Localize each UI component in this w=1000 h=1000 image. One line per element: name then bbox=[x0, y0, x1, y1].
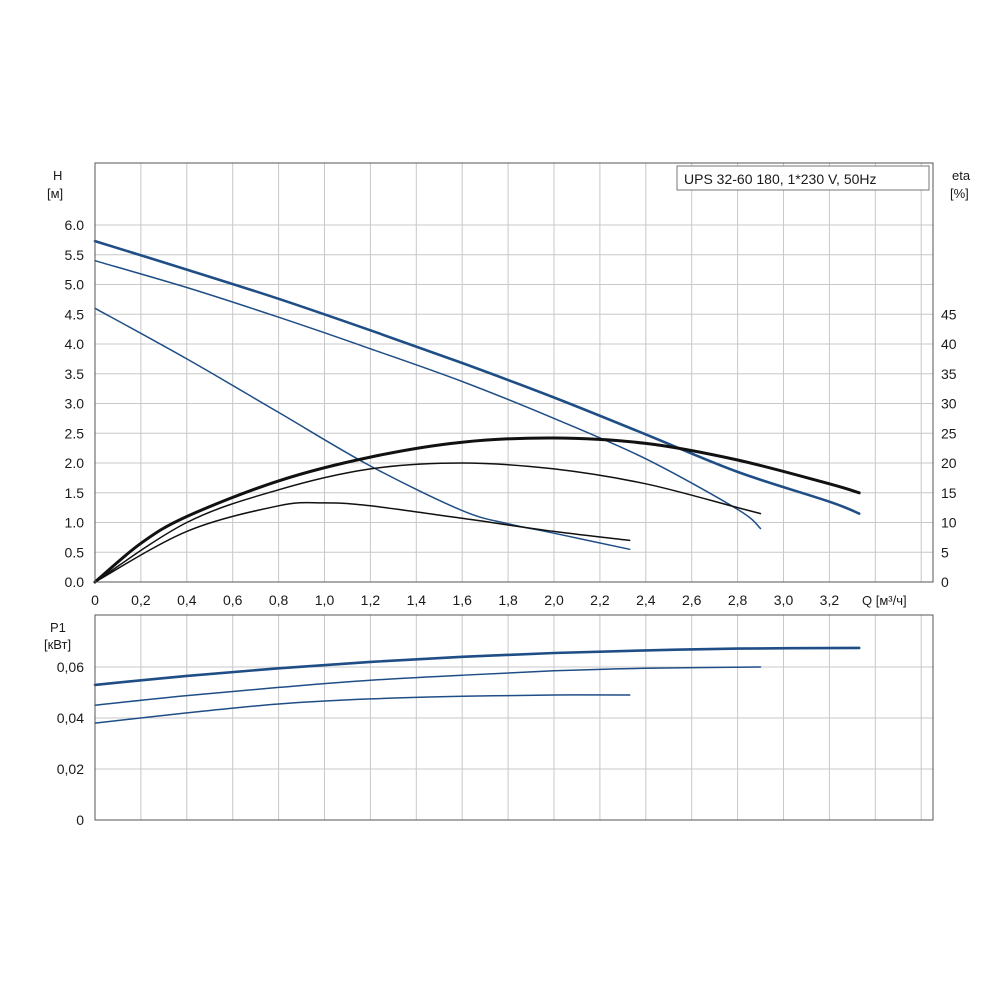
y-left-tick-label: 5.5 bbox=[65, 247, 85, 263]
x-tick-label: 2,8 bbox=[728, 592, 748, 608]
x-tick-label: 2,0 bbox=[544, 592, 564, 608]
x-tick-label: 1,8 bbox=[498, 592, 518, 608]
y-left-tick-label: 4.5 bbox=[65, 306, 85, 322]
y-right-tick-label: 15 bbox=[941, 485, 957, 501]
head-curve-0 bbox=[93, 239, 861, 515]
y-left-tick-label: 6.0 bbox=[65, 217, 85, 233]
p1-tick-label: 0,02 bbox=[57, 761, 84, 777]
p1-tick-label: 0 bbox=[76, 812, 84, 828]
eta-curve-4 bbox=[94, 462, 762, 583]
x-tick-label: 0,6 bbox=[223, 592, 243, 608]
curves bbox=[93, 239, 861, 724]
y-right-tick-label: 5 bbox=[941, 544, 949, 560]
y-left-tick-label: 1.5 bbox=[65, 485, 85, 501]
power-curve-2 bbox=[94, 694, 631, 724]
y-left-tick-label: 5.0 bbox=[65, 277, 85, 293]
y-left-unit: [м] bbox=[47, 186, 63, 201]
x-tick-label: 1,6 bbox=[452, 592, 472, 608]
chart-title: UPS 32-60 180, 1*230 V, 50Hz bbox=[684, 171, 877, 187]
y-right-tick-label: 20 bbox=[941, 455, 957, 471]
head-curve-2 bbox=[94, 307, 631, 551]
p1-label: P1 bbox=[50, 620, 66, 635]
p1-unit: [кВт] bbox=[44, 637, 71, 652]
top-plot-frame bbox=[94, 162, 934, 583]
x-tick-label: 1,0 bbox=[315, 592, 335, 608]
power-curve-1 bbox=[94, 666, 762, 707]
y-left-tick-label: 4.0 bbox=[65, 336, 85, 352]
title-box bbox=[676, 165, 930, 191]
y-right-label: eta bbox=[952, 168, 971, 183]
head-curve-1 bbox=[94, 259, 762, 530]
y-left-tick-label: 0.0 bbox=[65, 574, 85, 590]
x-tick-label: 3,0 bbox=[774, 592, 794, 608]
top-plot-grid bbox=[95, 163, 933, 582]
x-axis-label: Q [м³/ч] bbox=[862, 593, 907, 608]
y-left-tick-label: 2.5 bbox=[65, 425, 85, 441]
bottom-plot-frame bbox=[94, 614, 934, 821]
x-tick-label: 1,2 bbox=[361, 592, 381, 608]
y-left-label: H bbox=[53, 168, 62, 183]
x-tick-label: 2,6 bbox=[682, 592, 702, 608]
y-right-tick-label: 0 bbox=[941, 574, 949, 590]
y-right-tick-label: 30 bbox=[941, 396, 957, 412]
x-tick-label: 0,8 bbox=[269, 592, 289, 608]
x-tick-label: 1,4 bbox=[407, 592, 427, 608]
x-tick-label: 2,2 bbox=[590, 592, 610, 608]
y-left-tick-label: 2.0 bbox=[65, 455, 85, 471]
y-right-tick-label: 45 bbox=[941, 306, 957, 322]
x-tick-label: 0,4 bbox=[177, 592, 197, 608]
y-right-unit: [%] bbox=[950, 186, 969, 201]
x-tick-label: 2,4 bbox=[636, 592, 656, 608]
y-right-tick-label: 35 bbox=[941, 366, 957, 382]
y-right-tick-label: 40 bbox=[941, 336, 957, 352]
x-tick-label: 0,2 bbox=[131, 592, 151, 608]
x-tick-label: 0 bbox=[91, 592, 99, 608]
y-right-tick-label: 10 bbox=[941, 515, 957, 531]
y-left-tick-label: 0.5 bbox=[65, 544, 85, 560]
y-left-tick-label: 3.5 bbox=[65, 366, 85, 382]
eta-curve-5 bbox=[94, 501, 631, 583]
p1-tick-label: 0,06 bbox=[57, 659, 84, 675]
eta-curve-3 bbox=[93, 436, 861, 584]
y-right-tick-label: 25 bbox=[941, 425, 957, 441]
tick-labels: 0 0,2 0,4 0,6 0,8 1,0 1,2 1,4 1,6 1,8 2,0 2,2 2,4 2,6… bbox=[57, 217, 957, 828]
x-tick-label: 3,2 bbox=[820, 592, 840, 608]
p1-tick-label: 0,04 bbox=[57, 710, 84, 726]
bottom-plot-grid bbox=[95, 615, 933, 820]
y-left-tick-label: 1.0 bbox=[65, 515, 85, 531]
y-left-tick-label: 3.0 bbox=[65, 396, 85, 412]
power-curve-0 bbox=[93, 646, 861, 687]
